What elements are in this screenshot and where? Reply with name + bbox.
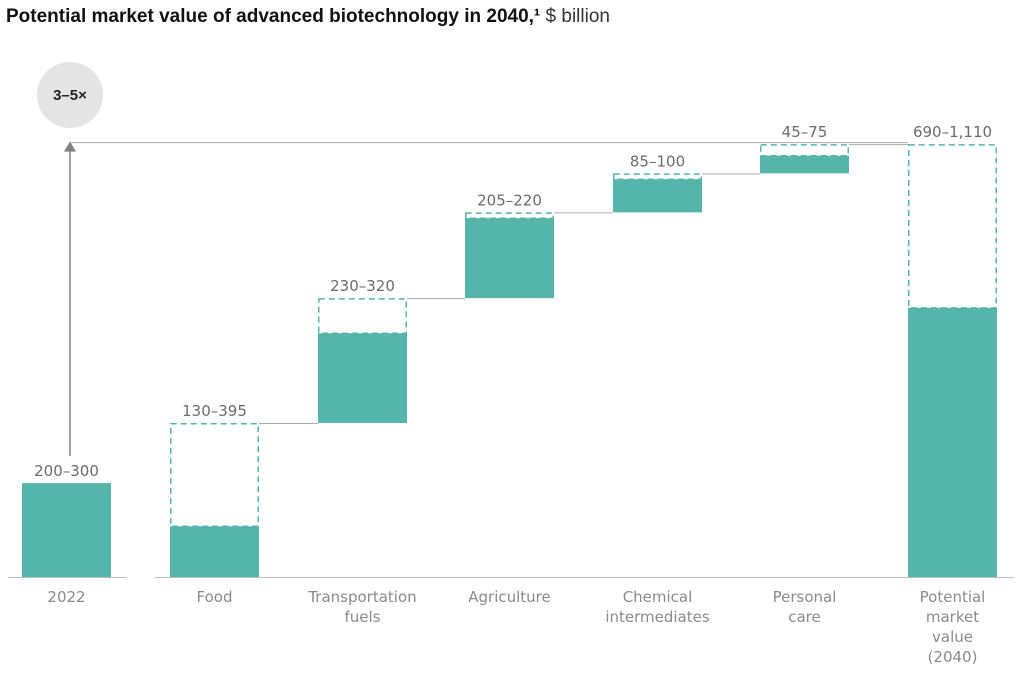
bar-low-4: [613, 179, 702, 213]
bar-low-1: [170, 526, 259, 577]
bar-range-5: [760, 144, 849, 157]
category-label-2-1: fuels: [345, 608, 381, 626]
value-label-4: 85–100: [630, 152, 685, 170]
chart-title-main: Potential market value of advanced biote…: [6, 6, 541, 27]
category-label-4-0: Chemical: [623, 588, 693, 606]
category-label-2-0: Transportation: [307, 588, 416, 606]
category-label-5-1: care: [788, 608, 821, 626]
bar-range-2: [318, 298, 407, 334]
chart-title-unit: $ billion: [545, 6, 610, 27]
bar-low-2: [318, 333, 407, 423]
value-label-0: 200–300: [34, 462, 99, 480]
category-label-1-0: Food: [197, 588, 233, 606]
category-label-6-2: value: [932, 628, 973, 646]
category-label-3-0: Agriculture: [468, 588, 551, 606]
multiplier-badge: [37, 62, 103, 128]
growth-arrow-head-icon: [64, 141, 76, 152]
value-label-3: 205–220: [477, 191, 542, 209]
category-label-0-0: 2022: [47, 588, 85, 606]
value-label-2: 230–320: [330, 277, 395, 295]
chart-title: Potential market value of advanced biote…: [6, 6, 610, 28]
value-label-5: 45–75: [782, 123, 828, 141]
value-label-6: 690–1,110: [913, 123, 992, 141]
bar-low-5: [760, 155, 849, 174]
bar-low-6: [908, 307, 997, 577]
bar-low-0: [22, 483, 111, 577]
bar-range-4: [613, 173, 702, 180]
bar-range-1: [170, 422, 259, 528]
bar-range-3: [465, 212, 554, 219]
bar-low-3: [465, 218, 554, 299]
category-label-6-3: (2040): [928, 648, 978, 666]
category-label-6-1: market: [926, 608, 979, 626]
value-label-1: 130–395: [182, 402, 247, 420]
category-label-5-0: Personal: [773, 588, 837, 606]
category-label-4-1: intermediates: [605, 608, 710, 626]
category-label-6-0: Potential: [920, 588, 986, 606]
multiplier-badge-text: 3–5×: [53, 87, 87, 104]
bar-range-6: [908, 144, 997, 309]
